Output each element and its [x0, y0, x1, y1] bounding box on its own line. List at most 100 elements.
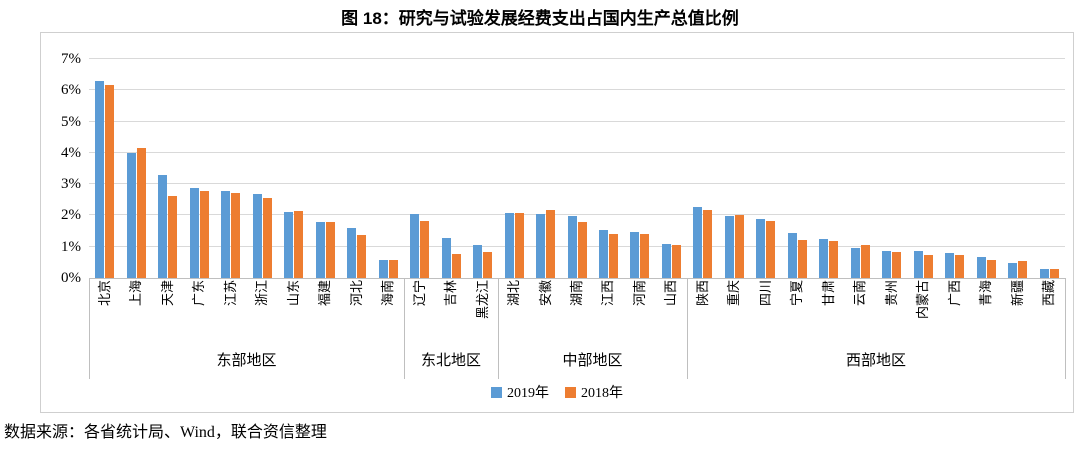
bar-2018年: [105, 85, 114, 278]
x-label-text: 宁夏: [789, 280, 805, 307]
bar-2019年: [221, 191, 230, 278]
bar-2019年: [945, 253, 954, 278]
bar-2018年: [168, 196, 177, 278]
bar-2019年: [630, 232, 639, 278]
bar-2019年: [1008, 263, 1017, 278]
bar-2019年: [693, 207, 702, 278]
bar-2019年: [1040, 269, 1049, 278]
gridline: [89, 183, 1065, 185]
x-label-浙江: 浙江: [246, 280, 277, 342]
bar-2019年: [253, 194, 262, 278]
x-label-陕西: 陕西: [687, 280, 718, 342]
bar-2019年: [158, 175, 167, 278]
x-label-甘肃: 甘肃: [813, 280, 844, 342]
source-note: 数据来源：各省统计局、Wind，联合资信整理: [4, 424, 327, 441]
bar-2018年: [672, 245, 681, 278]
x-label-江苏: 江苏: [215, 280, 246, 342]
x-label-text: 北京: [96, 280, 112, 307]
x-label-福建: 福建: [309, 280, 340, 342]
x-label-text: 四川: [757, 280, 773, 307]
bar-2018年: [578, 222, 587, 278]
x-label-宁夏: 宁夏: [782, 280, 813, 342]
x-label-text: 广东: [191, 280, 207, 307]
bar-2018年: [609, 234, 618, 278]
region-divider: [498, 278, 499, 379]
bar-2019年: [851, 248, 860, 278]
x-label-text: 青海: [978, 280, 994, 307]
bar-2019年: [379, 260, 388, 278]
x-label-text: 黑龙江: [474, 280, 490, 320]
bar-2018年: [924, 255, 933, 278]
bar-2019年: [95, 81, 104, 278]
region-label-西部地区: 西部地区: [845, 353, 906, 369]
region-divider: [404, 278, 405, 379]
y-tick-label: 5%: [61, 113, 81, 130]
region-label-中部地区: 中部地区: [562, 353, 623, 369]
x-label-云南: 云南: [845, 280, 876, 342]
x-label-text: 新疆: [1009, 280, 1025, 307]
gridline: [89, 120, 1065, 122]
bar-2018年: [231, 193, 240, 278]
legend-swatch-2019: [491, 386, 502, 398]
y-tick-label: 1%: [61, 238, 81, 255]
bar-2019年: [819, 239, 828, 278]
x-label-text: 贵州: [883, 280, 899, 307]
legend-item-2018: 2018年: [565, 382, 623, 402]
x-label-广西: 广西: [939, 280, 970, 342]
x-label-text: 山西: [663, 280, 679, 307]
bar-2019年: [127, 153, 136, 278]
x-label-text: 陕西: [694, 280, 710, 307]
bar-2018年: [861, 245, 870, 278]
legend-swatch-2018: [565, 386, 576, 398]
x-label-text: 吉林: [443, 280, 459, 307]
bar-2018年: [357, 235, 366, 278]
x-label-天津: 天津: [152, 280, 183, 342]
x-label-上海: 上海: [120, 280, 151, 342]
x-label-text: 西藏: [1041, 280, 1057, 307]
bar-2019年: [756, 219, 765, 278]
region-label-东北地区: 东北地区: [420, 353, 481, 369]
bar-2018年: [829, 241, 838, 278]
x-label-山东: 山东: [278, 280, 309, 342]
x-label-山西: 山西: [656, 280, 687, 342]
x-label-text: 河北: [348, 280, 364, 307]
bar-2018年: [326, 222, 335, 278]
bar-2019年: [473, 245, 482, 278]
bar-2018年: [987, 260, 996, 278]
x-label-重庆: 重庆: [719, 280, 750, 342]
bar-2018年: [420, 221, 429, 278]
bar-2018年: [483, 252, 492, 278]
bar-2019年: [914, 251, 923, 278]
x-label-青海: 青海: [971, 280, 1002, 342]
x-label-江西: 江西: [593, 280, 624, 342]
bar-2018年: [137, 148, 146, 278]
bar-2019年: [442, 238, 451, 278]
bar-2018年: [389, 260, 398, 278]
x-label-新疆: 新疆: [1002, 280, 1033, 342]
x-label-内蒙古: 内蒙古: [908, 280, 939, 342]
bar-2019年: [190, 188, 199, 278]
gridline: [89, 58, 1065, 59]
x-label-text: 甘肃: [820, 280, 836, 307]
gridline: [89, 151, 1065, 153]
bar-2019年: [882, 251, 891, 278]
x-label-海南: 海南: [372, 280, 403, 342]
x-label-河北: 河北: [341, 280, 372, 342]
x-label-西藏: 西藏: [1034, 280, 1065, 342]
bar-2018年: [452, 254, 461, 278]
bar-2018年: [515, 213, 524, 278]
bar-2018年: [1018, 261, 1027, 278]
region-divider: [687, 278, 688, 379]
y-tick-label: 0%: [61, 270, 81, 286]
x-label-text: 重庆: [726, 280, 742, 307]
x-label-吉林: 吉林: [435, 280, 466, 342]
bar-2019年: [725, 216, 734, 278]
x-label-北京: 北京: [89, 280, 120, 342]
x-label-text: 湖南: [568, 280, 584, 307]
x-label-text: 云南: [852, 280, 868, 307]
x-label-安徽: 安徽: [530, 280, 561, 342]
bar-2018年: [892, 252, 901, 278]
y-tick-label: 7%: [61, 51, 81, 67]
x-label-text: 安徽: [537, 280, 553, 307]
